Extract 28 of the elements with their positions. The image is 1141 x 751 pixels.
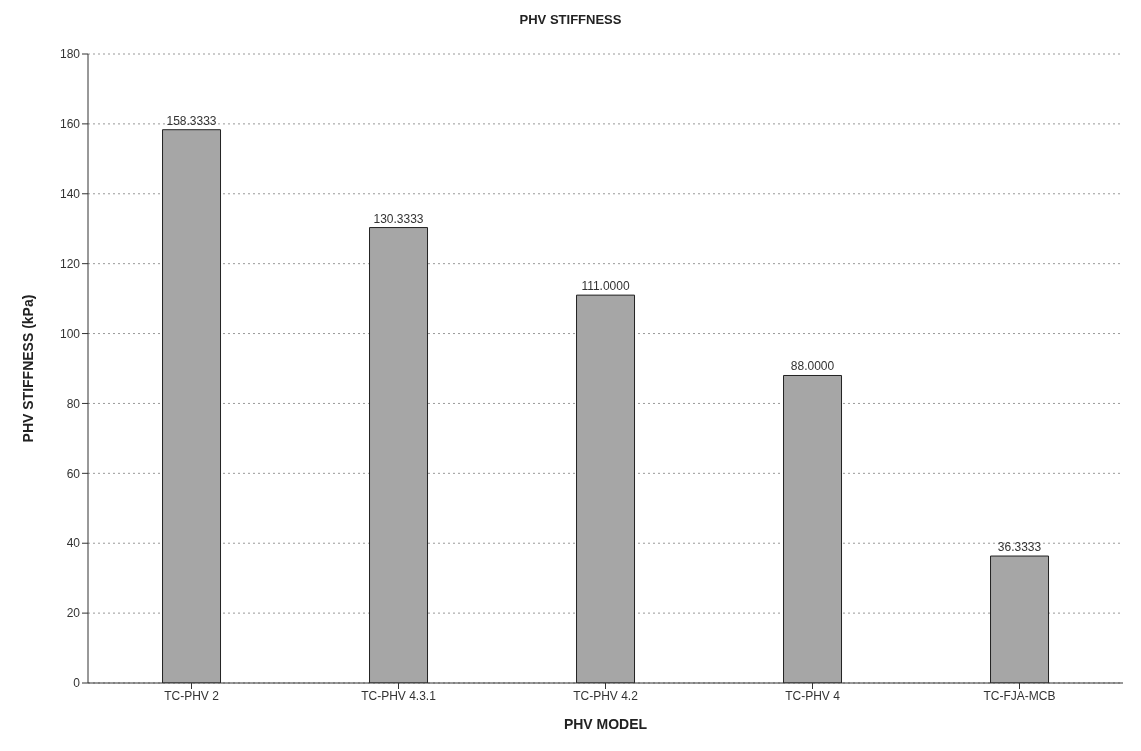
x-tick-label: TC-PHV 4.3.1 bbox=[361, 688, 437, 703]
x-axis-title: PHV MODEL bbox=[563, 716, 648, 732]
y-tick-label: 60 bbox=[66, 466, 81, 481]
y-tick-label: 0 bbox=[73, 676, 81, 691]
data-label: 111.0000 bbox=[581, 279, 630, 294]
y-tick-label: 80 bbox=[66, 396, 81, 411]
x-tick-label: TC-PHV 4.2 bbox=[573, 688, 639, 703]
y-tick-label: 20 bbox=[66, 606, 81, 621]
data-label: 130.3333 bbox=[373, 211, 424, 226]
y-tick-label: 120 bbox=[59, 256, 81, 271]
data-label: 88.0000 bbox=[790, 359, 835, 374]
y-axis-title: PHV STIFFNESS (kPa) bbox=[19, 294, 36, 443]
x-tick-label: TC-FJA-MCB bbox=[983, 688, 1056, 703]
y-tick-label: 140 bbox=[59, 187, 81, 202]
bar bbox=[783, 374, 843, 683]
bar bbox=[990, 555, 1050, 683]
y-tick-label: 100 bbox=[59, 326, 81, 341]
bar bbox=[162, 129, 222, 683]
bar bbox=[576, 294, 636, 683]
data-label: 158.3333 bbox=[166, 113, 217, 128]
y-tick-label: 40 bbox=[66, 536, 81, 551]
x-tick-label: TC-PHV 4 bbox=[785, 688, 841, 703]
bar bbox=[369, 227, 429, 683]
data-label: 36.3333 bbox=[997, 540, 1042, 555]
y-tick-label: 180 bbox=[59, 47, 81, 62]
chart-title: PHV STIFFNESS bbox=[518, 11, 623, 29]
x-tick-label: TC-PHV 2 bbox=[164, 688, 220, 703]
y-tick-label: 160 bbox=[59, 117, 81, 132]
